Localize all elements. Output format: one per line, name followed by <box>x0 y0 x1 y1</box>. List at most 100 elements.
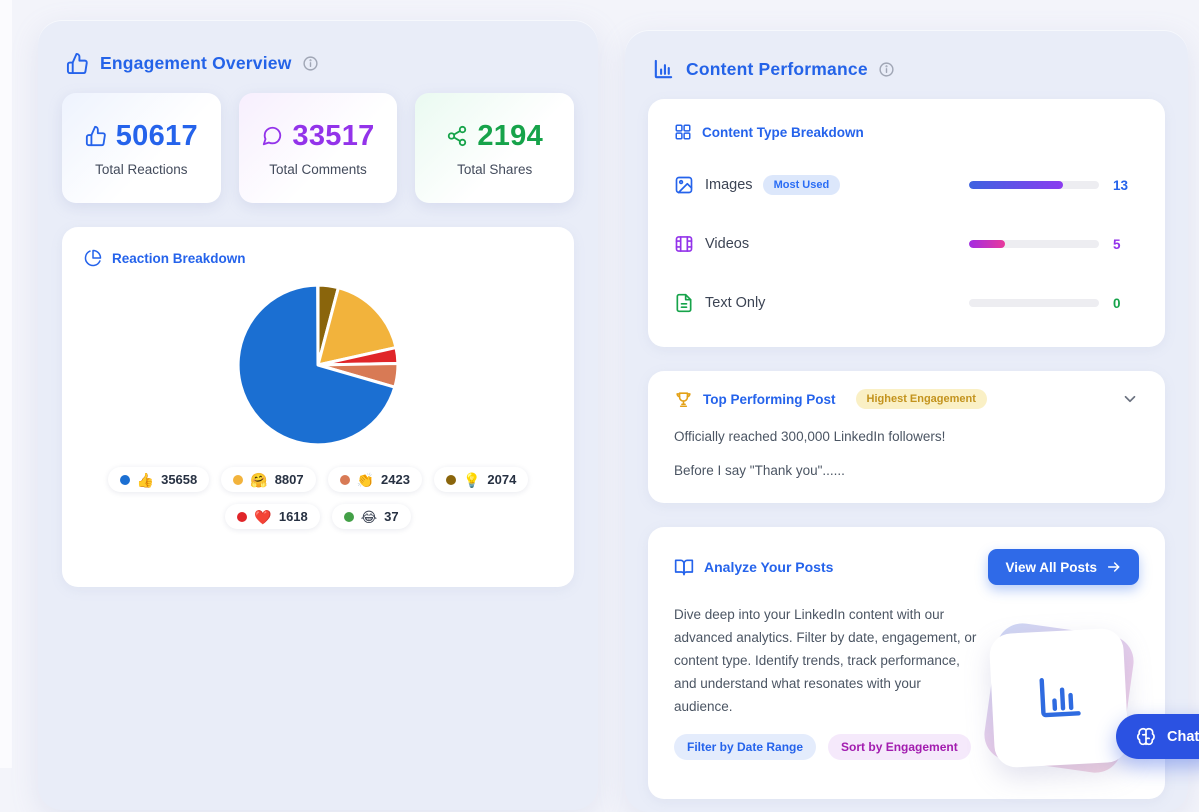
legend-item-celebrate[interactable]: 👏 2423 <box>328 467 422 492</box>
content-row-label: Text Only <box>705 295 765 311</box>
info-icon[interactable] <box>302 55 319 72</box>
arrow-right-icon <box>1106 559 1122 575</box>
analyze-tags: Filter by Date Range Sort by Engagement <box>674 734 980 760</box>
legend-color-dot <box>340 475 350 485</box>
total-reactions-label: Total Reactions <box>95 162 187 177</box>
total-shares-value: 2194 <box>477 120 543 153</box>
post-excerpt-line-1: Officially reached 300,000 LinkedIn foll… <box>674 429 1139 444</box>
analyze-description: Dive deep into your LinkedIn content wit… <box>674 603 980 718</box>
legend-item-like[interactable]: 👍 35658 <box>108 467 210 492</box>
legend-color-dot <box>237 512 247 522</box>
image-icon <box>674 175 694 195</box>
legend-value: 2423 <box>381 472 410 487</box>
insightful-emoji-icon: 💡 <box>463 473 480 487</box>
stat-card-total-reactions: 50617 Total Reactions <box>62 93 221 203</box>
highest-engagement-badge: Highest Engagement <box>856 389 987 409</box>
analyze-posts-title: Analyze Your Posts <box>704 559 833 575</box>
view-all-posts-button[interactable]: View All Posts <box>988 549 1139 585</box>
thumbs-up-icon <box>85 125 107 147</box>
legend-value: 37 <box>384 509 398 524</box>
analytics-illustration <box>988 627 1130 769</box>
support-emoji-icon: 🤗 <box>250 473 267 487</box>
top-post-title: Top Performing Post <box>703 392 836 407</box>
brain-icon <box>1135 726 1157 748</box>
stat-card-total-comments: 33517 Total Comments <box>239 93 398 203</box>
film-icon <box>674 234 694 254</box>
content-count: 13 <box>1113 178 1139 193</box>
content-performance-header: Content Performance <box>652 58 1163 81</box>
pie-chart-icon <box>84 249 102 267</box>
content-type-breakdown-header: Content Type Breakdown <box>674 123 1139 141</box>
legend-color-dot <box>344 512 354 522</box>
progress-fill <box>969 181 1063 189</box>
content-performance-panel: Content Performance Content Type Breakdo… <box>625 30 1188 812</box>
stat-card-total-shares: 2194 Total Shares <box>415 93 574 203</box>
legend-color-dot <box>446 475 456 485</box>
legend-item-funny[interactable]: 😂 37 <box>332 504 411 529</box>
bar-chart-icon <box>1030 669 1089 728</box>
most-used-badge: Most Used <box>763 175 841 195</box>
engagement-header: Engagement Overview <box>66 52 572 75</box>
thumbs-up-icon <box>66 52 89 75</box>
info-icon[interactable] <box>878 61 895 78</box>
total-comments-value: 33517 <box>292 120 374 153</box>
funny-emoji-icon: 😂 <box>361 510 377 524</box>
total-shares-label: Total Shares <box>457 162 532 177</box>
pie-legend-row-1: 👍 35658 🤗 8807 👏 2423 💡 2074 <box>84 467 552 492</box>
total-comments-label: Total Comments <box>269 162 367 177</box>
trophy-icon <box>674 390 693 409</box>
chevron-down-icon[interactable] <box>1121 390 1139 408</box>
legend-item-support[interactable]: 🤗 8807 <box>221 467 315 492</box>
legend-color-dot <box>233 475 243 485</box>
pie-legend-row-2: ❤️ 1618 😂 37 <box>84 504 552 529</box>
sort-by-engagement-tag[interactable]: Sort by Engagement <box>828 734 971 760</box>
legend-color-dot <box>120 475 130 485</box>
progress-track <box>969 181 1099 189</box>
like-emoji-icon: 👍 <box>137 473 154 487</box>
top-post-header: Top Performing Post Highest Engagement <box>674 389 1139 409</box>
progress-track <box>969 240 1099 248</box>
panel-title: Engagement Overview <box>100 53 292 74</box>
bar-chart-icon <box>652 58 675 81</box>
content-row-label: Videos <box>705 236 749 252</box>
content-row-images: Images Most Used 13 <box>674 170 1139 200</box>
content-row-label: Images <box>705 177 753 193</box>
view-all-posts-label: View All Posts <box>1005 560 1097 575</box>
filter-by-date-range-tag[interactable]: Filter by Date Range <box>674 734 816 760</box>
engagement-overview-panel: Engagement Overview 50617 Total Reaction… <box>38 20 598 810</box>
reaction-breakdown-card: Reaction Breakdown 👍 35658 🤗 8807 👏 2423 💡 2074… <box>62 227 574 587</box>
progress-track <box>969 299 1099 307</box>
content-row-videos: Videos 5 <box>674 229 1139 259</box>
legend-item-love[interactable]: ❤️ 1618 <box>225 504 319 529</box>
comment-bubble-icon <box>261 125 283 147</box>
legend-value: 35658 <box>161 472 197 487</box>
love-emoji-icon: ❤️ <box>254 510 271 524</box>
reaction-breakdown-title: Reaction Breakdown <box>112 251 246 266</box>
book-open-icon <box>674 557 694 577</box>
chat-label: Chat <box>1167 729 1199 745</box>
legend-item-insightful[interactable]: 💡 2074 <box>434 467 528 492</box>
progress-fill <box>969 240 1005 248</box>
content-count: 5 <box>1113 237 1139 252</box>
reaction-pie-chart <box>232 279 404 451</box>
analyze-posts-card: Analyze Your Posts View All Posts Dive d… <box>648 527 1165 799</box>
content-count: 0 <box>1113 296 1139 311</box>
celebrate-emoji-icon: 👏 <box>357 473 374 487</box>
file-text-icon <box>674 293 694 313</box>
top-performing-post-card: Top Performing Post Highest Engagement O… <box>648 371 1165 503</box>
content-row-text-only: Text Only 0 <box>674 288 1139 318</box>
content-type-breakdown-title: Content Type Breakdown <box>702 125 864 140</box>
legend-value: 1618 <box>279 509 308 524</box>
total-reactions-value: 50617 <box>116 120 198 153</box>
stats-row: 50617 Total Reactions 33517 Total Commen… <box>62 93 574 203</box>
post-excerpt-line-2: Before I say "Thank you"...... <box>674 463 1139 478</box>
reaction-breakdown-header: Reaction Breakdown <box>84 249 552 267</box>
legend-value: 2074 <box>487 472 516 487</box>
panel-title: Content Performance <box>686 59 868 80</box>
legend-value: 8807 <box>275 472 304 487</box>
chat-button[interactable]: Chat <box>1116 714 1199 759</box>
share-nodes-icon <box>446 125 468 147</box>
illustration-card <box>989 628 1130 769</box>
content-type-breakdown-card: Content Type Breakdown Images Most Used … <box>648 99 1165 347</box>
grid-icon <box>674 123 692 141</box>
